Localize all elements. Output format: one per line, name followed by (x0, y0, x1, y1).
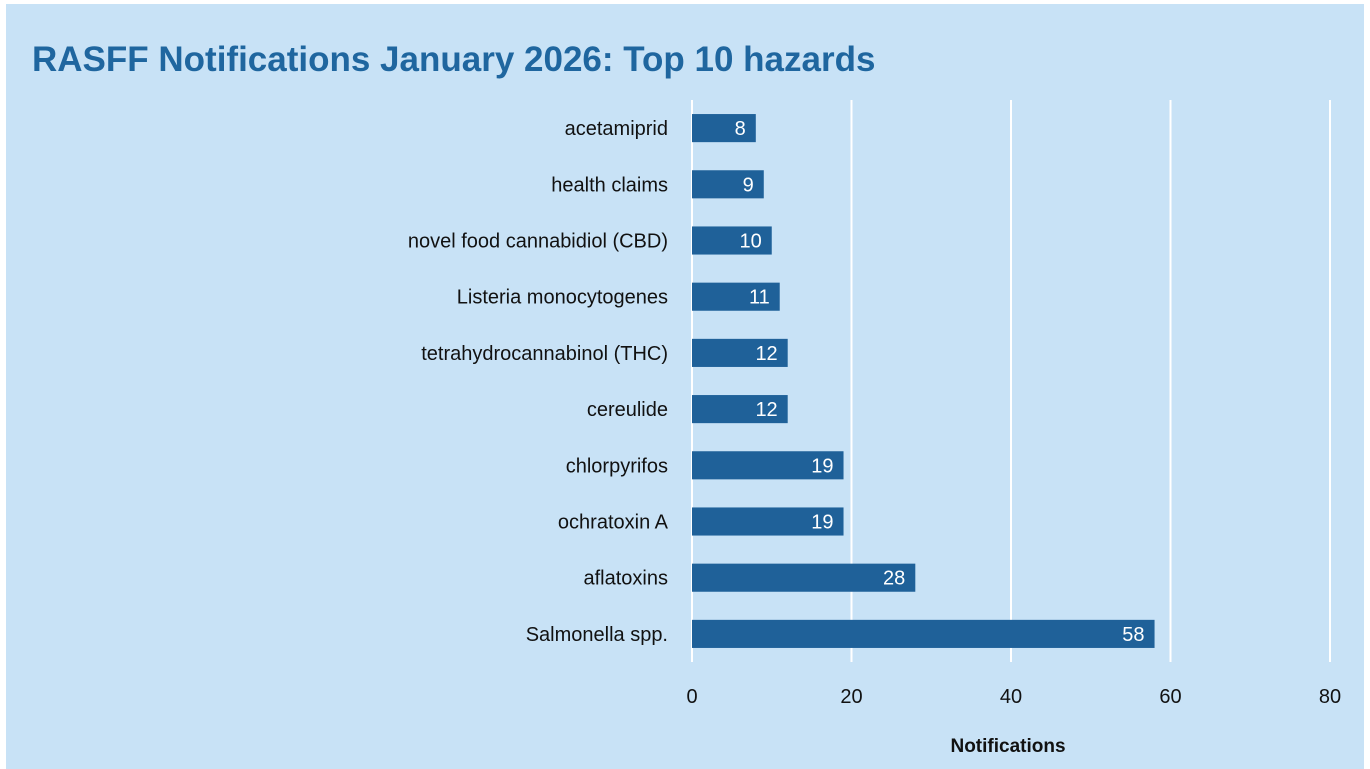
chart-panel: RASFF Notifications January 2026: Top 10… (6, 4, 1364, 769)
bar (692, 114, 756, 143)
category-labels: acetamiprid health claims novel food canna… (408, 118, 669, 646)
bar-data-label: 12 (755, 399, 777, 421)
bar (692, 619, 1155, 648)
bar (692, 282, 780, 311)
category-label: cereulide (587, 399, 668, 421)
category-label: Listeria monocytogenes (457, 287, 668, 309)
category-label: Salmonella spp. (526, 624, 668, 646)
x-tick-label-40: 40 (1000, 686, 1022, 708)
bar-data-label: 11 (749, 287, 770, 309)
bar-data-label: 28 (883, 568, 905, 590)
x-tick-label-60: 60 (1159, 686, 1181, 708)
bar-data-label: 10 (740, 231, 762, 253)
x-tick-label-80: 80 (1319, 686, 1341, 708)
grid-lines (850, 100, 1331, 662)
bar (692, 226, 772, 255)
bar (692, 338, 788, 367)
x-tick-label-20: 20 (840, 686, 862, 708)
bar-data-label: 12 (755, 343, 777, 365)
x-axis-title: Notifications (950, 736, 1065, 757)
bar (692, 395, 788, 424)
category-label: health claims (551, 174, 668, 196)
bar (692, 170, 764, 199)
x-tick-label-0: 0 (686, 686, 697, 708)
bar (692, 507, 844, 536)
category-label: novel food cannabidiol (CBD) (408, 231, 668, 253)
x-tick-labels: 0 20 40 60 80 (686, 686, 1341, 708)
category-label: tetrahydrocannabinol (THC) (421, 343, 668, 365)
bars: 8 9 10 11 12 12 19 19 28 58 (692, 114, 1155, 648)
bar-data-label: 58 (1122, 624, 1144, 646)
bar-data-label: 9 (743, 174, 754, 196)
bar-data-label: 19 (811, 455, 833, 477)
category-label: acetamiprid (565, 118, 668, 140)
category-label: chlorpyrifos (566, 455, 668, 477)
chart-title: RASFF Notifications January 2026: Top 10… (32, 40, 876, 79)
bar-data-label: 8 (735, 118, 746, 140)
category-label: aflatoxins (584, 568, 669, 590)
category-label: ochratoxin A (558, 512, 669, 534)
bar (692, 451, 844, 480)
bar (692, 563, 916, 592)
bar-data-label: 19 (811, 512, 833, 534)
